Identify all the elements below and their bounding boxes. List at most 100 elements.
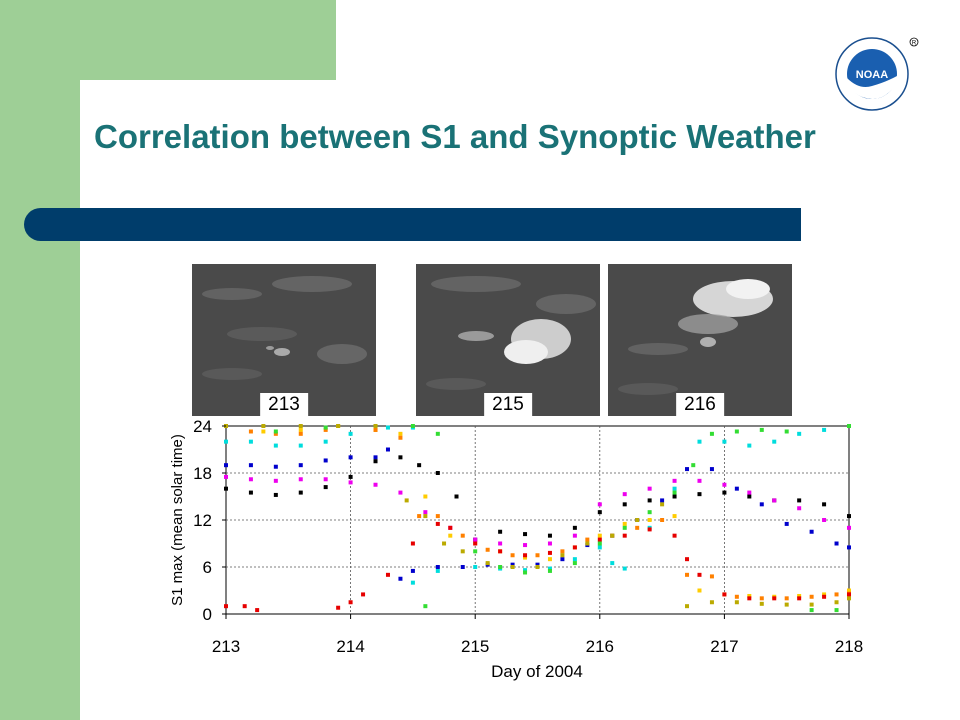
data-point [336,424,341,428]
data-point [248,477,253,482]
data-point [547,550,552,555]
data-point [759,596,764,601]
data-point [423,604,428,609]
data-point [597,541,602,546]
data-point [685,467,690,472]
data-point [373,482,378,487]
data-point [622,525,627,530]
data-point [224,474,228,479]
data-point [685,604,690,609]
data-point [273,478,278,483]
data-point [691,463,696,468]
data-point [734,429,739,434]
data-point [547,568,552,573]
data-point [398,576,403,581]
data-point [485,561,490,566]
data-point [224,486,228,491]
data-point [772,439,777,444]
logo-text: NOAA [856,69,888,81]
data-point [510,562,515,567]
data-point [435,471,440,475]
data-point [834,592,839,597]
data-point [734,594,739,599]
data-point [435,565,440,569]
data-point [747,596,752,601]
data-point [747,494,752,499]
data-point [348,455,353,460]
data-point [242,604,247,609]
data-point [847,592,851,597]
data-point [622,566,627,571]
series-0 [224,424,851,585]
satellite-label: 215 [484,393,532,416]
data-point [647,510,652,515]
data-point [248,490,253,495]
data-point [822,427,827,432]
data-point [498,565,503,569]
data-point [273,464,278,469]
data-point [248,463,253,468]
y-axis-label: S1 max (mean solar time) [169,434,186,606]
data-point [410,541,415,546]
data-point [473,565,478,569]
data-point [585,537,590,542]
data-point [435,568,440,573]
x-tick-label: 217 [710,637,738,656]
satellite-texture [608,264,792,416]
data-point [323,485,328,490]
data-point [809,594,814,599]
data-point [784,429,789,434]
data-point [709,600,714,605]
data-point [398,431,403,436]
data-point [809,602,814,607]
data-point [572,533,577,538]
satellite-texture [192,264,376,416]
data-point [759,427,764,432]
data-point [772,498,777,503]
plot-area [225,425,850,615]
data-point [460,549,465,554]
data-points [224,424,851,613]
data-point [834,541,839,546]
data-point [385,425,390,430]
data-point [572,557,577,562]
data-point [622,521,627,526]
data-point [847,588,851,593]
data-point [697,572,702,577]
data-point [822,592,827,597]
data-point [410,568,415,573]
data-point [261,424,266,428]
data-point [597,502,602,507]
data-point [759,601,764,606]
x-axis-ticks: 213 214 215 216 217 218 [212,614,863,656]
data-point [722,439,727,444]
data-point [448,525,453,530]
data-point [323,477,328,482]
data-point [685,572,690,577]
data-point [847,514,851,519]
data-point [822,594,827,599]
data-point [610,561,615,566]
data-point [224,463,228,468]
data-point [547,557,552,562]
data-point [622,492,627,497]
data-point [647,498,652,503]
satellite-label: 213 [260,393,308,416]
data-point [622,533,627,538]
data-point [417,514,422,519]
data-point [435,514,440,519]
data-point [423,494,428,499]
data-point [635,525,640,530]
data-point [560,549,565,554]
data-point [847,545,851,550]
data-point [323,439,328,444]
data-point [323,458,328,463]
data-point [747,443,752,448]
data-point [560,557,565,562]
top-green-band [80,0,336,80]
data-point [473,541,478,546]
data-point [784,521,789,526]
data-point [784,596,789,601]
data-point [410,580,415,585]
data-point [510,565,515,569]
